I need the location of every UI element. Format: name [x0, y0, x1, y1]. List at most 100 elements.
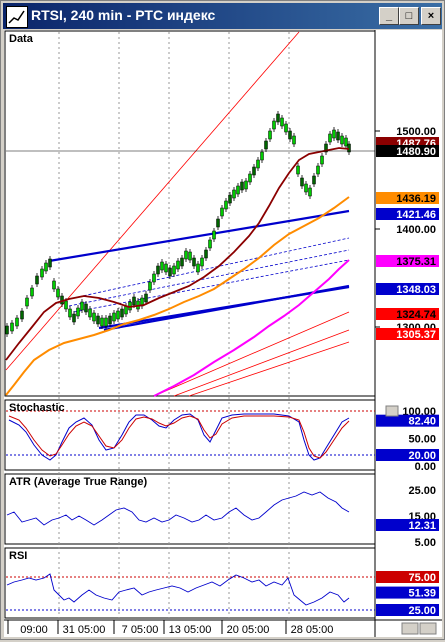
price-bar: [156, 265, 160, 275]
price-bar: [72, 313, 76, 323]
rsi-pane[interactable]: [4, 547, 376, 619]
price-bar: [280, 117, 284, 127]
atr-pane[interactable]: [4, 473, 376, 545]
x-tick-label: 28 05:00: [291, 624, 334, 636]
price-bar: [220, 207, 224, 217]
price-bar: [340, 135, 344, 145]
price-bar: [296, 165, 300, 175]
value-tag: 51.39: [408, 588, 436, 600]
value-tag: 82.40: [408, 416, 436, 428]
price-bar: [336, 131, 340, 141]
price-bar: [100, 317, 104, 327]
price-bar: [168, 267, 172, 277]
y-tick-label: 0.00: [415, 461, 436, 473]
price-bar: [15, 317, 19, 327]
price-bar: [56, 288, 60, 298]
price-bar: [300, 177, 304, 187]
price-bar: [252, 166, 256, 176]
maximize-button[interactable]: □: [399, 7, 419, 25]
scroll-right-icon[interactable]: [419, 622, 437, 635]
price-bars: [5, 111, 351, 337]
y-tick-label: 25.00: [408, 485, 436, 497]
atr-tags: 12.31: [376, 518, 439, 532]
price-bar: [284, 123, 288, 133]
ma-orange: [5, 196, 350, 396]
chart-app-icon: [6, 6, 28, 28]
atr-pane-label: ATR (Average True Range): [9, 476, 147, 488]
value-tag: 1421.46: [396, 209, 436, 221]
price-bar: [35, 275, 39, 285]
value-tag: 25.00: [408, 605, 436, 617]
value-tag: 1324.74: [396, 309, 437, 321]
rsi-pane-label: RSI: [9, 550, 27, 562]
price-bar: [30, 287, 34, 297]
scroll-left-icon[interactable]: [401, 622, 419, 635]
price-bar: [164, 263, 168, 273]
stochastic-pane[interactable]: [4, 399, 376, 471]
value-tag-bg: [376, 518, 439, 531]
price-bar: [10, 322, 14, 332]
rsi-line: [6, 573, 350, 606]
x-tick-label: 7 05:00: [122, 624, 159, 636]
price-bar: [268, 130, 272, 140]
value-tag-bg: [376, 571, 439, 583]
value-tag-bg: [376, 328, 439, 340]
price-bar: [196, 263, 200, 273]
price-bar: [312, 175, 316, 185]
price-bar: [84, 303, 88, 313]
price-bar: [172, 265, 176, 275]
price-bar: [112, 312, 116, 322]
value-tag: 1480.90: [396, 146, 436, 158]
pane-settings-icon[interactable]: [385, 405, 399, 417]
price-bar: [224, 200, 228, 210]
price-bar: [180, 257, 184, 267]
price-bar: [176, 260, 180, 270]
value-tag: 1375.31: [396, 256, 436, 268]
x-tick-label: 31 05:00: [63, 624, 106, 636]
price-bar: [104, 317, 108, 327]
price-bar: [132, 296, 136, 306]
price-bar: [5, 325, 9, 335]
value-tag: 1348.03: [396, 284, 436, 296]
value-tag-bg: [376, 283, 439, 295]
value-tag-bg: [376, 414, 439, 427]
title-bar[interactable]: RTSI, 240 min - РТС индекс _ □ ×: [3, 3, 442, 29]
close-button[interactable]: ×: [421, 7, 441, 25]
value-tag-bg: [376, 449, 439, 461]
price-bar: [212, 230, 216, 240]
price-bar: [256, 159, 260, 169]
data-pane[interactable]: [4, 30, 376, 397]
value-tag: 12.31: [408, 520, 436, 532]
price-bar: [208, 239, 212, 249]
value-tag-bg: [376, 208, 439, 220]
price-bar: [52, 280, 56, 290]
price-bar: [272, 120, 276, 130]
price-bar: [25, 297, 29, 307]
price-bar: [260, 151, 264, 161]
channel-lines: [48, 209, 350, 332]
x-tick-label: 20 05:00: [227, 624, 270, 636]
window-title: RTSI, 240 min - РТС индекс: [31, 7, 216, 23]
atr-line: [6, 491, 350, 526]
price-bar: [148, 281, 152, 291]
price-bar: [20, 310, 24, 320]
price-bar: [232, 189, 236, 199]
x-tick-label: 09:00: [20, 624, 48, 636]
price-bar: [68, 308, 72, 318]
y-tick-label: 1400.00: [396, 224, 436, 236]
price-bar: [264, 140, 268, 150]
price-bar: [248, 173, 252, 183]
stochastic-pane-label: Stochastic: [9, 402, 65, 414]
price-bar: [240, 181, 244, 191]
price-bar: [76, 307, 80, 317]
value-tag-bg: [376, 145, 439, 157]
value-tag: 75.00: [408, 572, 436, 584]
price-bar: [332, 129, 336, 139]
price-bar: [308, 187, 312, 197]
minimize-button[interactable]: _: [379, 7, 399, 25]
price-bar: [88, 308, 92, 318]
